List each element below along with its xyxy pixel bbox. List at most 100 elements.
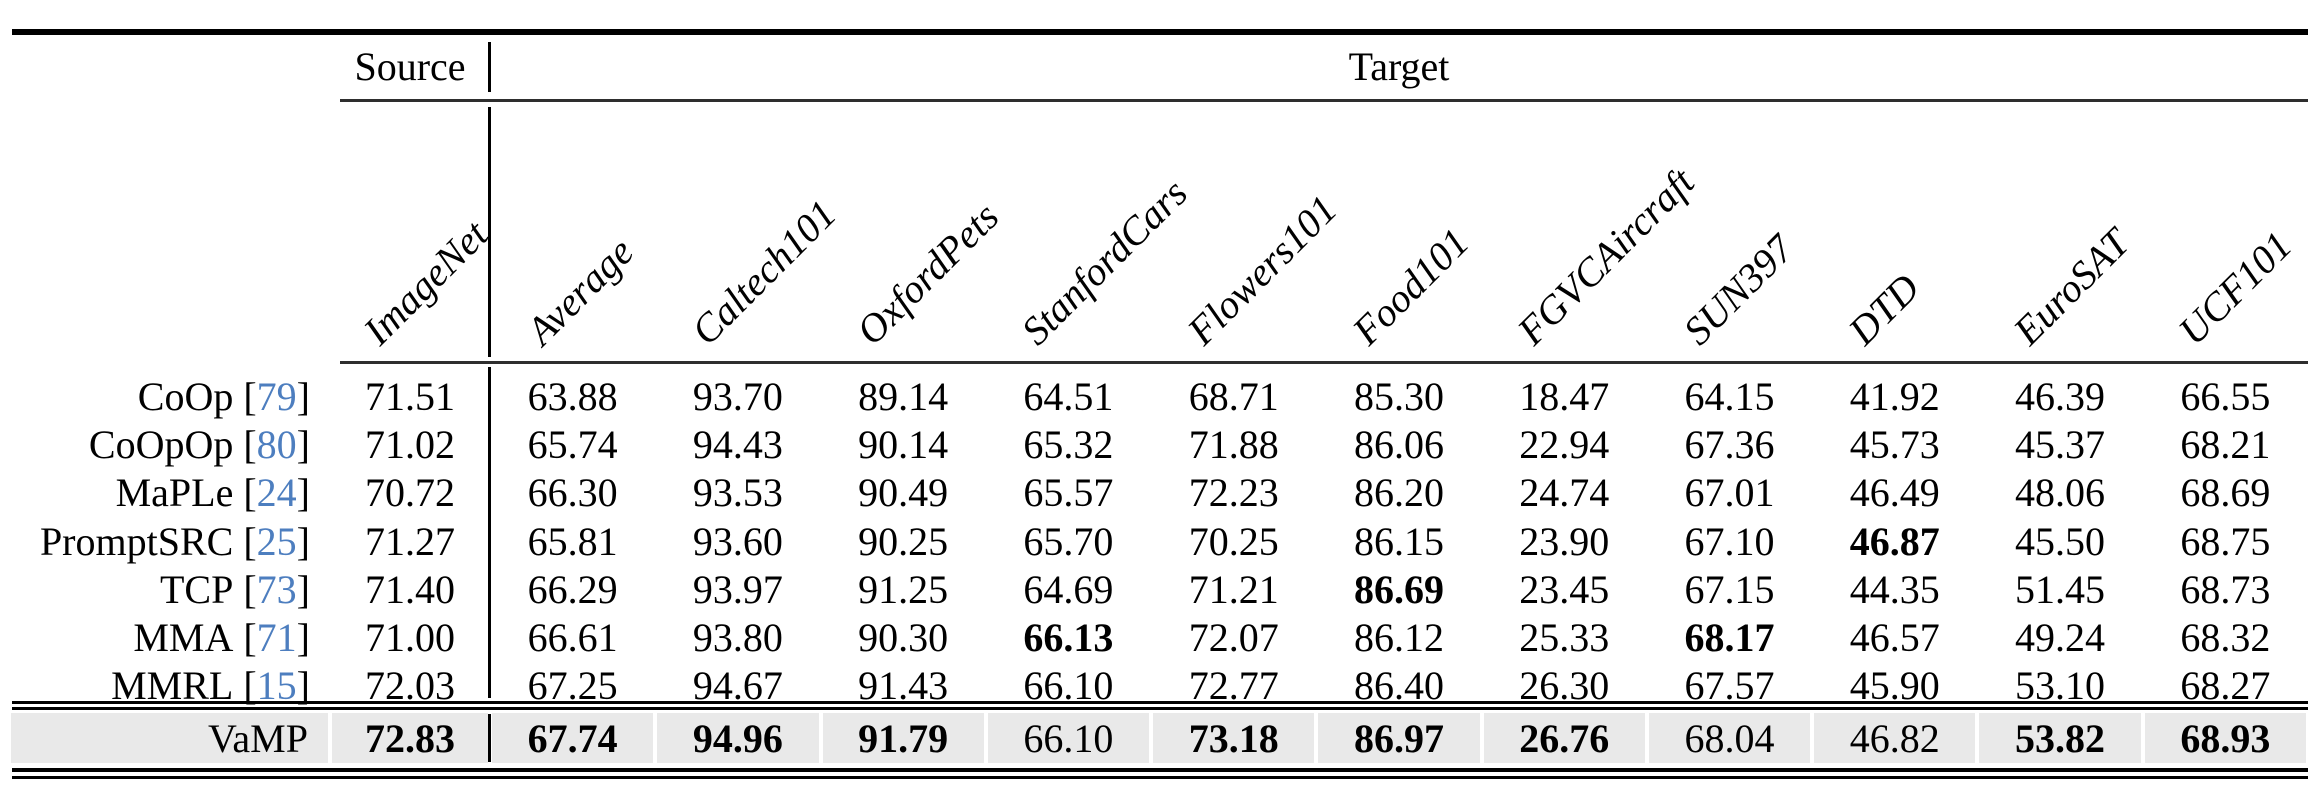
table-row-maple: MaPLe [24] 70.72 66.30 93.53 90.49 65.57 72.23… <box>0 469 2308 517</box>
value-cell: 46.57 <box>1849 615 1940 661</box>
value-cell: 67.36 <box>1684 421 1775 467</box>
citation-bracket-close: ] <box>296 421 310 467</box>
method-label: MMA [71] <box>0 614 330 662</box>
method-name: CoOp <box>137 373 234 419</box>
value-cell: 65.81 <box>527 518 618 564</box>
table-row-vamp: VaMP 72.83 67.74 94.96 91.79 66.10 73.18 86.97 2… <box>0 713 2308 763</box>
column-header-dtd: DTD <box>1839 265 1928 354</box>
source-target-divider-body <box>488 367 491 698</box>
citation-bracket-close: ] <box>296 663 310 709</box>
citation-bracket-open: [ <box>233 615 257 661</box>
method-label: CoOp [79] <box>0 372 330 420</box>
value-cell: 93.97 <box>692 566 783 612</box>
value-cell: 18.47 <box>1519 373 1610 419</box>
column-header-eurosat: EuroSAT <box>2004 219 2139 354</box>
citation-bracket-open: [ <box>233 663 257 709</box>
citation-link[interactable]: 25 <box>256 518 297 564</box>
value-cell: 71.88 <box>1188 421 1279 467</box>
method-name: TCP <box>159 566 234 612</box>
value-cell: 68.73 <box>2180 566 2271 612</box>
value-cell: 68.04 <box>1648 713 1811 763</box>
value-cell: 45.37 <box>2015 421 2106 467</box>
value-cell: 64.69 <box>1023 566 1114 612</box>
method-label: TCP [73] <box>0 565 330 613</box>
method-name: VaMP <box>207 715 308 761</box>
value-cell: 68.17 <box>1684 615 1775 661</box>
citation-bracket-close: ] <box>296 373 310 419</box>
value-cell: 48.06 <box>2015 470 2106 516</box>
value-cell: 23.45 <box>1519 566 1610 612</box>
value-cell: 85.30 <box>1353 373 1444 419</box>
value-cell: 90.30 <box>858 615 949 661</box>
value-cell: 73.18 <box>1153 713 1315 763</box>
value-cell: 66.29 <box>527 566 618 612</box>
method-name: MaPLe <box>115 470 234 516</box>
source-target-divider-highlight <box>488 714 491 762</box>
citation-bracket-open: [ <box>233 421 257 467</box>
column-header-sun397: SUN397 <box>1674 225 1802 354</box>
value-cell: 86.12 <box>1353 615 1444 661</box>
source-header: Source <box>354 43 466 89</box>
citation-bracket-open: [ <box>233 518 257 564</box>
value-cell: 86.69 <box>1353 566 1444 612</box>
value-cell: 71.00 <box>365 615 455 661</box>
citation-link[interactable]: 80 <box>256 421 297 467</box>
bottom-rule-2 <box>12 775 2308 779</box>
citation-bracket-open: [ <box>233 373 257 419</box>
value-cell: 68.93 <box>2144 713 2306 763</box>
column-header-ucf101: UCF101 <box>2169 222 2301 354</box>
value-cell: 41.92 <box>1849 373 1940 419</box>
value-cell: 90.49 <box>858 470 949 516</box>
value-cell: 68.32 <box>2180 615 2271 661</box>
bottom-rule-1 <box>12 768 2308 772</box>
value-cell: 91.79 <box>822 713 984 763</box>
value-cell: 65.74 <box>527 421 618 467</box>
citation-bracket-open: [ <box>233 566 257 612</box>
method-name: CoOpOp <box>88 421 234 467</box>
value-cell: 49.24 <box>2015 615 2106 661</box>
table-row-tcp: TCP [73] 71.40 66.29 93.97 91.25 64.69 71.21 86… <box>0 565 2308 613</box>
value-cell: 94.96 <box>657 713 819 763</box>
value-cell: 45.90 <box>1849 663 1940 709</box>
value-cell: 93.80 <box>692 615 783 661</box>
value-cell: 68.75 <box>2180 518 2271 564</box>
method-label: PromptSRC [25] <box>0 517 330 565</box>
value-cell: 67.10 <box>1684 518 1775 564</box>
value-cell: 89.14 <box>858 373 949 419</box>
value-cell: 53.10 <box>2015 663 2106 709</box>
value-cell: 91.25 <box>858 566 949 612</box>
value-cell: 46.87 <box>1849 518 1940 564</box>
value-cell: 24.74 <box>1519 470 1610 516</box>
citation-bracket-close: ] <box>296 470 310 516</box>
citation-link[interactable]: 24 <box>256 470 297 516</box>
method-name: PromptSRC <box>39 518 234 564</box>
column-header-stanfordcars: StanfordCars <box>1013 170 1197 354</box>
value-cell: 46.82 <box>1814 713 1976 763</box>
citation-link[interactable]: 71 <box>256 615 297 661</box>
value-cell: 66.30 <box>527 470 618 516</box>
citation-link[interactable]: 15 <box>256 663 297 709</box>
value-cell: 67.25 <box>527 663 618 709</box>
pre-highlight-rule-2 <box>12 707 2308 710</box>
value-cell: 86.97 <box>1318 713 1480 763</box>
value-cell: 26.30 <box>1519 663 1610 709</box>
value-cell: 44.35 <box>1849 566 1940 612</box>
value-cell: 90.14 <box>858 421 949 467</box>
value-cell: 23.90 <box>1519 518 1610 564</box>
value-cell: 71.21 <box>1188 566 1279 612</box>
value-cell: 66.13 <box>1023 615 1114 661</box>
value-cell: 51.45 <box>2015 566 2106 612</box>
value-cell: 66.61 <box>527 615 618 661</box>
table-row-coopop: CoOpOp [80] 71.02 65.74 94.43 90.14 65.32 71.8… <box>0 420 2308 468</box>
value-cell: 46.49 <box>1849 470 1940 516</box>
method-name: MMRL <box>111 663 234 709</box>
value-cell: 72.07 <box>1188 615 1279 661</box>
value-cell: 53.82 <box>1979 713 2141 763</box>
table-row-coop: CoOp [79] 71.51 63.88 93.70 89.14 64.51 68.71 8… <box>0 372 2308 420</box>
value-cell: 26.76 <box>1483 713 1645 763</box>
citation-link[interactable]: 73 <box>256 566 297 612</box>
column-header-food101: Food101 <box>1343 219 1478 354</box>
citation-link[interactable]: 79 <box>256 373 297 419</box>
value-cell: 68.71 <box>1188 373 1279 419</box>
value-cell: 71.40 <box>365 566 455 612</box>
